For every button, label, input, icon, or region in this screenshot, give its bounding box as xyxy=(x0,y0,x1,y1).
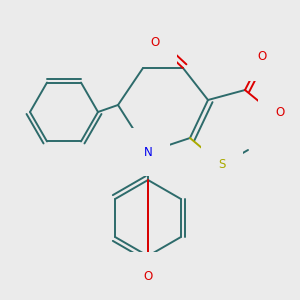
Text: S: S xyxy=(218,158,226,172)
Text: O: O xyxy=(143,269,153,283)
Text: N: N xyxy=(144,146,152,158)
Text: O: O xyxy=(150,35,160,49)
Text: O: O xyxy=(257,50,267,64)
Text: O: O xyxy=(275,106,285,118)
